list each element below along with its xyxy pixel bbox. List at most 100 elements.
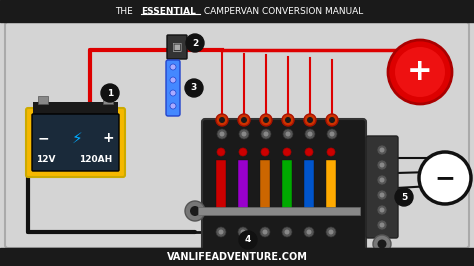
Text: 5: 5	[401, 193, 407, 202]
FancyBboxPatch shape	[5, 22, 469, 248]
Text: ▣: ▣	[172, 42, 182, 52]
FancyBboxPatch shape	[26, 108, 125, 177]
Circle shape	[282, 114, 294, 126]
Circle shape	[261, 129, 271, 139]
Circle shape	[216, 227, 226, 237]
Circle shape	[216, 114, 228, 126]
Circle shape	[304, 227, 314, 237]
Circle shape	[328, 230, 334, 235]
Circle shape	[377, 145, 387, 155]
Circle shape	[217, 148, 225, 156]
Circle shape	[308, 131, 312, 136]
Circle shape	[241, 117, 247, 123]
Text: 120AH: 120AH	[79, 156, 113, 164]
Circle shape	[170, 103, 176, 109]
Circle shape	[170, 90, 176, 96]
Text: 4: 4	[245, 235, 251, 244]
Text: 2: 2	[192, 39, 198, 48]
Circle shape	[305, 148, 313, 156]
Circle shape	[380, 177, 384, 182]
Text: 12V: 12V	[36, 156, 56, 164]
Text: 1: 1	[107, 89, 113, 98]
FancyBboxPatch shape	[167, 35, 187, 59]
Text: +: +	[102, 131, 114, 145]
FancyBboxPatch shape	[166, 60, 180, 116]
Circle shape	[240, 230, 246, 235]
Circle shape	[241, 131, 246, 136]
Circle shape	[285, 117, 291, 123]
Circle shape	[219, 230, 224, 235]
Circle shape	[170, 77, 176, 83]
Bar	[198, 207, 360, 215]
Circle shape	[239, 148, 247, 156]
FancyBboxPatch shape	[202, 119, 366, 253]
Circle shape	[190, 206, 200, 216]
Bar	[33, 102, 118, 114]
Circle shape	[263, 117, 269, 123]
Text: VANLIFEADVENTURE.COM: VANLIFEADVENTURE.COM	[166, 252, 308, 262]
Circle shape	[263, 230, 267, 235]
Circle shape	[419, 152, 471, 204]
Circle shape	[264, 131, 268, 136]
Circle shape	[217, 129, 227, 139]
Text: ESSENTIAL: ESSENTIAL	[141, 6, 196, 15]
Circle shape	[239, 231, 257, 249]
Circle shape	[170, 64, 176, 70]
Bar	[0, 0, 474, 22]
Circle shape	[377, 239, 386, 248]
Circle shape	[380, 163, 384, 168]
Circle shape	[304, 114, 316, 126]
FancyBboxPatch shape	[32, 114, 119, 171]
Bar	[38, 96, 48, 104]
Circle shape	[260, 114, 272, 126]
Circle shape	[219, 117, 225, 123]
Circle shape	[380, 193, 384, 197]
Circle shape	[377, 205, 387, 215]
Circle shape	[327, 148, 335, 156]
Circle shape	[284, 230, 290, 235]
Bar	[282, 160, 292, 215]
Text: CAMPERVAN CONVERSION MANUAL: CAMPERVAN CONVERSION MANUAL	[201, 6, 363, 15]
Bar	[304, 160, 314, 215]
Bar	[326, 160, 336, 215]
Circle shape	[380, 207, 384, 213]
Circle shape	[185, 201, 205, 221]
Circle shape	[307, 117, 313, 123]
Circle shape	[388, 40, 452, 104]
Circle shape	[377, 220, 387, 230]
Text: −: −	[435, 166, 456, 190]
Circle shape	[239, 129, 249, 139]
Text: ⚡: ⚡	[72, 131, 82, 146]
Circle shape	[261, 148, 269, 156]
Circle shape	[327, 129, 337, 139]
Circle shape	[426, 159, 464, 197]
Circle shape	[377, 175, 387, 185]
Circle shape	[326, 227, 336, 237]
Circle shape	[380, 148, 384, 152]
Text: −: −	[37, 131, 49, 145]
FancyBboxPatch shape	[366, 136, 398, 238]
Circle shape	[395, 188, 413, 206]
Circle shape	[282, 227, 292, 237]
Circle shape	[377, 190, 387, 200]
Circle shape	[260, 227, 270, 237]
Text: +: +	[407, 57, 433, 86]
Circle shape	[101, 84, 119, 102]
Circle shape	[329, 131, 335, 136]
Bar	[216, 160, 226, 215]
Circle shape	[326, 114, 338, 126]
Circle shape	[283, 148, 291, 156]
Circle shape	[305, 129, 315, 139]
Circle shape	[377, 160, 387, 170]
Circle shape	[185, 79, 203, 97]
Circle shape	[238, 227, 248, 237]
Text: 3: 3	[191, 84, 197, 93]
Circle shape	[307, 230, 311, 235]
Circle shape	[219, 131, 225, 136]
Circle shape	[329, 117, 335, 123]
Bar	[238, 160, 248, 215]
Circle shape	[373, 235, 391, 253]
Circle shape	[380, 222, 384, 227]
Circle shape	[283, 129, 293, 139]
Circle shape	[186, 34, 204, 52]
